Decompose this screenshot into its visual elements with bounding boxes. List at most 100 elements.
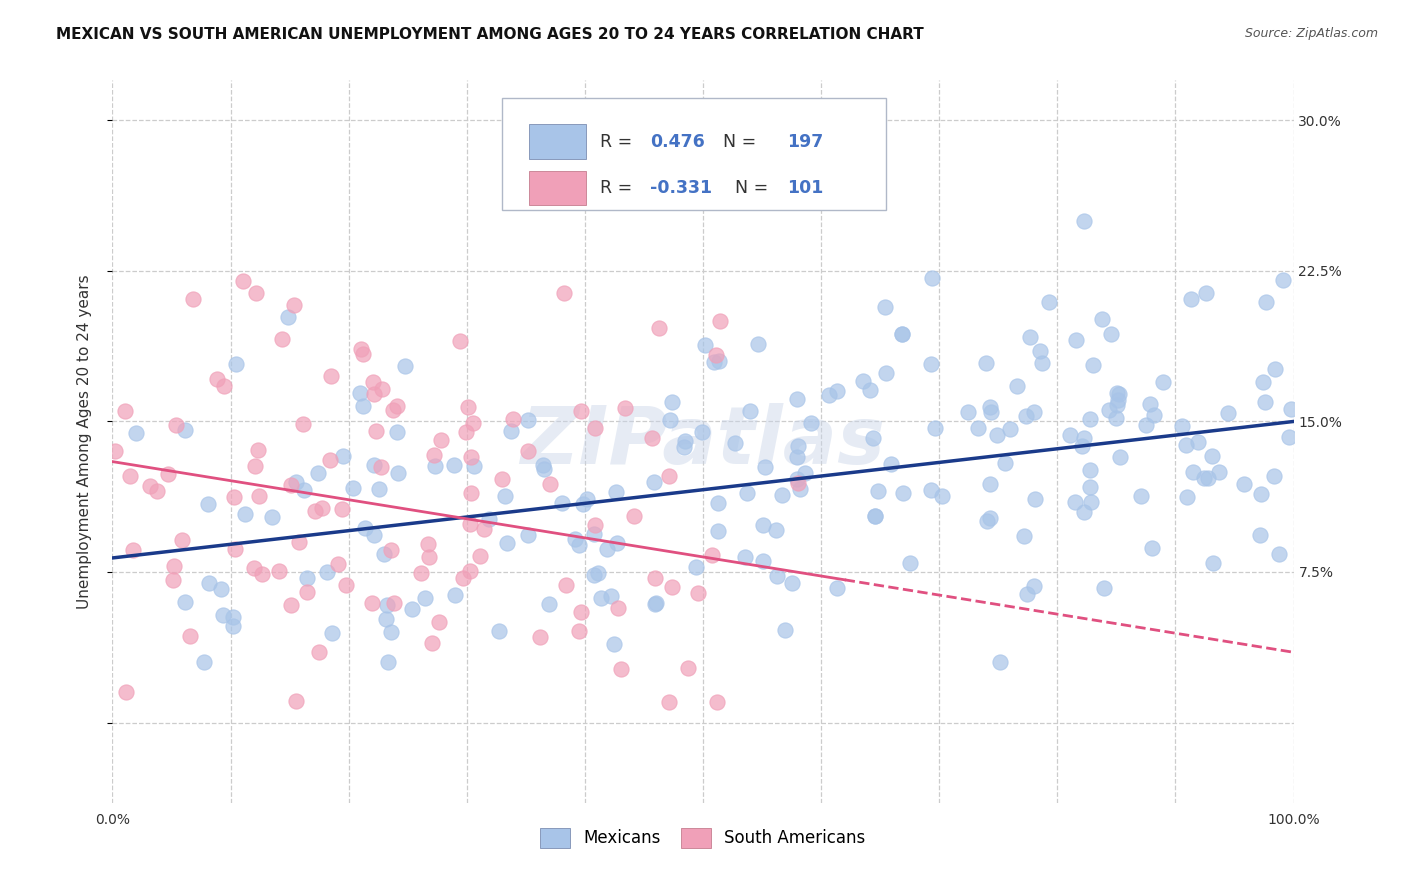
Point [243,458,266,473]
Point [890,327,912,342]
Point [375,612,398,626]
Point [863,508,886,523]
Point [354,521,377,535]
Point [271,332,294,346]
Point [641,431,664,445]
Point [295,585,318,599]
Point [375,599,398,613]
Point [706,496,728,510]
Point [976,356,998,370]
Point [1233,477,1256,491]
Point [494,489,516,503]
Point [283,298,305,312]
Point [495,536,517,550]
Point [163,558,186,573]
Point [789,482,811,496]
Point [420,636,443,650]
Point [363,386,385,401]
Point [460,450,482,464]
Point [173,595,195,609]
Point [862,432,884,446]
Point [114,404,136,418]
Point [307,466,329,480]
Point [1208,466,1230,480]
Point [380,625,402,640]
Point [280,478,302,492]
Point [1253,375,1275,389]
Point [994,456,1017,470]
Point [458,516,481,531]
Point [550,496,572,510]
Point [1080,480,1102,494]
Point [1249,527,1271,541]
Point [472,522,495,536]
Point [1174,438,1197,452]
Point [280,599,302,613]
Point [645,596,668,610]
Point [643,475,665,489]
Point [603,637,626,651]
Point [1000,422,1022,436]
Point [1171,418,1194,433]
Point [394,359,416,373]
Point [198,576,221,591]
Point [1135,418,1157,433]
Text: 0.476: 0.476 [650,133,704,151]
Point [385,425,408,439]
Point [754,460,776,475]
Point [352,346,374,360]
Point [114,684,136,698]
Point [321,369,343,384]
Point [859,383,882,397]
Point [370,459,392,474]
Point [724,435,747,450]
Point [1098,403,1121,417]
Point [401,602,423,616]
Point [1109,450,1132,464]
Point [773,623,796,637]
Point [1194,471,1216,485]
Point [1152,375,1174,389]
Point [517,444,540,458]
Point [988,655,1011,669]
Point [693,338,716,352]
Point [564,533,586,547]
Point [787,439,810,453]
Legend: Mexicans, South Americans: Mexicans, South Americans [531,820,875,856]
Point [752,518,775,533]
Point [752,554,775,568]
Point [747,337,769,351]
Point [607,600,630,615]
Point [172,533,194,547]
Point [707,524,730,538]
Point [157,467,180,481]
Bar [530,124,586,159]
Point [1038,294,1060,309]
Point [311,501,333,516]
Point [502,411,524,425]
Point [162,573,184,587]
Point [1271,273,1294,287]
Point [292,483,315,497]
Point [409,566,432,581]
Point [583,527,606,541]
Point [104,444,127,458]
Point [250,566,273,581]
Point [1263,469,1285,483]
Point [499,425,522,439]
Point [735,486,758,500]
Point [1073,214,1095,228]
Point [1250,487,1272,501]
Text: Source: ZipAtlas.com: Source: ZipAtlas.com [1244,27,1378,40]
Point [586,566,609,580]
Point [173,423,195,437]
Point [260,510,283,524]
Point [1078,412,1101,426]
Point [1216,406,1239,420]
Point [478,512,501,526]
Point [304,503,326,517]
Point [538,597,561,611]
Point [582,568,605,582]
Point [825,581,848,595]
Point [212,379,235,393]
